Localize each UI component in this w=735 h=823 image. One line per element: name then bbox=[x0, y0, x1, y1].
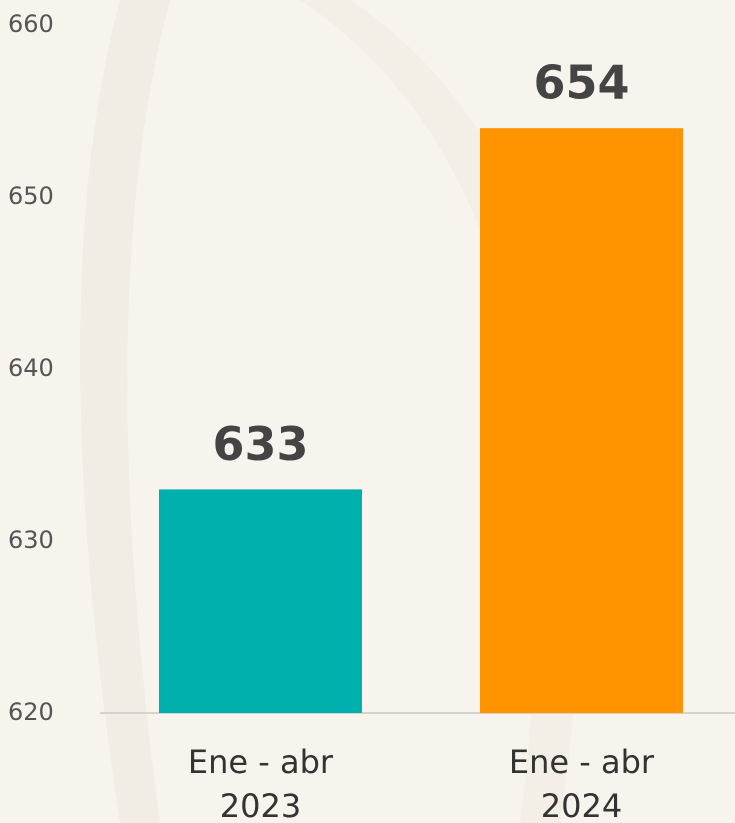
background-pattern bbox=[80, 0, 170, 823]
y-tick-label: 660 bbox=[8, 10, 54, 38]
bar bbox=[159, 489, 362, 713]
value-label: 633 bbox=[212, 417, 308, 471]
y-tick-label: 630 bbox=[8, 526, 54, 554]
value-label: 654 bbox=[533, 56, 629, 110]
y-tick-label: 650 bbox=[8, 182, 54, 210]
x-tick-label: Ene - abr 2023 bbox=[187, 743, 334, 823]
bar bbox=[480, 128, 683, 713]
y-tick-label: 620 bbox=[8, 698, 54, 726]
y-tick-label: 640 bbox=[8, 354, 54, 382]
x-tick-label: Ene - abr 2024 bbox=[508, 743, 655, 823]
